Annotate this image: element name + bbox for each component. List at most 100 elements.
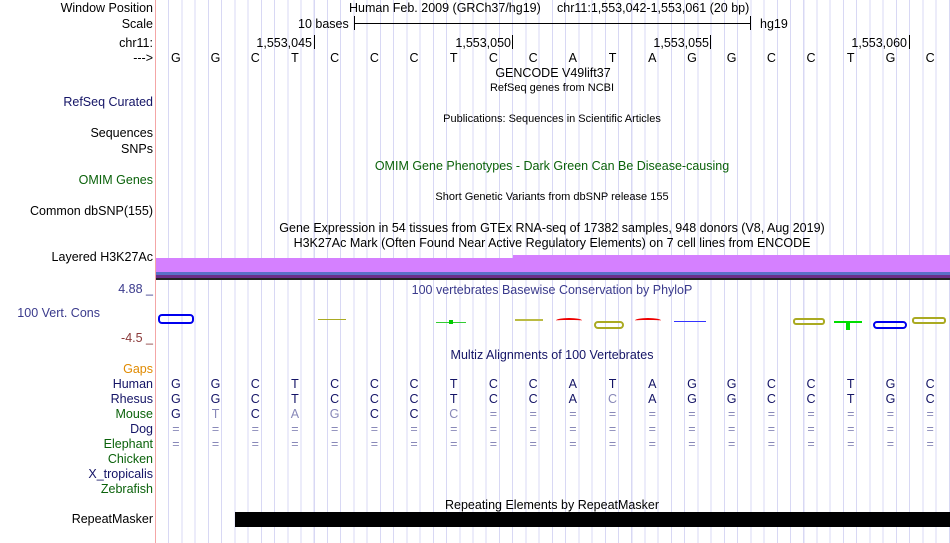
aligned-base: C [250,407,260,421]
track-label-omim-genes[interactable]: OMIM Genes [78,173,153,187]
aligned-base: C [488,392,498,406]
track-title-repeatmasker: Repeating Elements by RepeatMasker [444,498,660,512]
aligned-base: = [529,422,537,436]
aligned-base: A [568,392,578,406]
aligned-base: G [210,392,221,406]
aligned-base: = [608,407,617,421]
cons-max-value: 4.88 _ [118,282,153,296]
aligned-base: = [688,437,696,451]
aligned-base: C [806,377,816,391]
aligned-base: C [330,392,340,406]
aligned-base: = [330,422,339,436]
cons-logo [674,321,706,322]
aligned-base: C [369,392,379,406]
aligned-base: = [648,437,656,451]
aligned-base: = [172,422,180,436]
cons-logo [556,318,582,323]
cons-logo [515,319,543,321]
aligned-base: = [847,437,855,451]
track-label-refseq-curated[interactable]: RefSeq Curated [63,95,153,109]
aligned-base: C [608,392,618,406]
base: T [449,51,458,65]
aligned-base: = [489,407,498,421]
base: G [726,51,737,65]
cons-logo [793,318,825,325]
base: C [369,51,379,65]
track-label-sequences[interactable]: Sequences [90,126,153,140]
track-label-repeatmasker[interactable]: RepeatMasker [71,512,153,526]
track-label-layered-h3k27ac[interactable]: Layered H3K27Ac [51,250,153,264]
aligned-base: T [449,392,458,406]
aligned-base: C [409,407,419,421]
ruler-tick [314,35,315,49]
aligned-base: = [648,422,656,436]
base: C [250,51,260,65]
aligned-base: G [687,392,697,406]
aligned-base: = [291,437,299,451]
base: C [766,51,776,65]
aligned-base: T [846,392,855,406]
species-label-zebrafish[interactable]: Zebrafish [100,482,153,496]
aligned-base: = [569,437,577,451]
track-title-multiz: Multiz Alignments of 100 Vertebrates [450,348,654,362]
ruler-tick-label: 1,553,045 [256,36,312,50]
repeatmasker-element[interactable] [235,512,950,527]
label-strand[interactable]: ---> [133,51,153,65]
track-title-gtex: Gene Expression in 54 tissues from GTEx … [279,221,825,235]
aligned-base: A [568,377,578,391]
aligned-base: C [766,392,776,406]
aligned-base: = [370,422,378,436]
aligned-base: = [847,422,855,436]
cons-logo-g [158,314,194,324]
base: C [528,51,538,65]
track-label-gaps[interactable]: Gaps [123,362,153,376]
track-title-omim: OMIM Gene Phenotypes - Dark Green Can Be… [374,159,730,173]
aligned-base: C [528,377,538,391]
aligned-base: C [528,392,538,406]
species-label-rhesus[interactable]: Rhesus [110,392,153,406]
label-scale: Scale [121,17,153,31]
base: A [648,51,657,65]
aligned-base: = [727,407,736,421]
scale-bar [354,23,751,24]
track-label-vert-cons[interactable]: 100 Vert. Cons [17,306,100,320]
aligned-base: T [608,377,617,391]
aligned-base: T [291,377,299,391]
h3k27ac-layer [156,278,950,280]
species-label-human[interactable]: Human [112,377,153,391]
aligned-base: G [210,377,221,391]
aligned-base: = [807,407,815,421]
h3k27ac-layer [156,272,950,275]
aligned-base: C [369,377,379,391]
aligned-base: C [449,407,459,421]
species-label-mouse[interactable]: Mouse [115,407,153,421]
cons-logo [635,318,661,323]
base: T [846,51,855,65]
track-label-snps[interactable]: SNPs [121,142,153,156]
cons-logo [318,319,346,320]
base: T [608,51,617,65]
base: C [806,51,816,65]
aligned-base: G [329,407,340,421]
track-title-dbsnp: Short Genetic Variants from dbSNP releas… [435,191,669,203]
base: C [488,51,498,65]
species-label-dog[interactable]: Dog [130,422,153,436]
aligned-base: T [291,392,299,406]
aligned-base: = [807,437,815,451]
track-label-common-dbsnp[interactable]: Common dbSNP(155) [30,204,153,218]
aligned-base: = [886,437,895,451]
species-label-elephant[interactable]: Elephant [103,437,153,451]
aligned-base: = [410,422,418,436]
aligned-base: = [370,437,378,451]
base: G [170,51,181,65]
cons-logo-c [873,321,907,329]
aligned-base: = [172,437,180,451]
aligned-base: = [886,422,895,436]
h3k27ac-signal-right [513,255,950,272]
species-label-x_tropicalis[interactable]: X_tropicalis [88,467,153,481]
aligned-base: C [250,377,260,391]
aligned-base: C [409,377,419,391]
species-label-chicken[interactable]: Chicken [107,452,153,466]
aligned-base: = [529,437,537,451]
aligned-base: = [648,407,656,421]
